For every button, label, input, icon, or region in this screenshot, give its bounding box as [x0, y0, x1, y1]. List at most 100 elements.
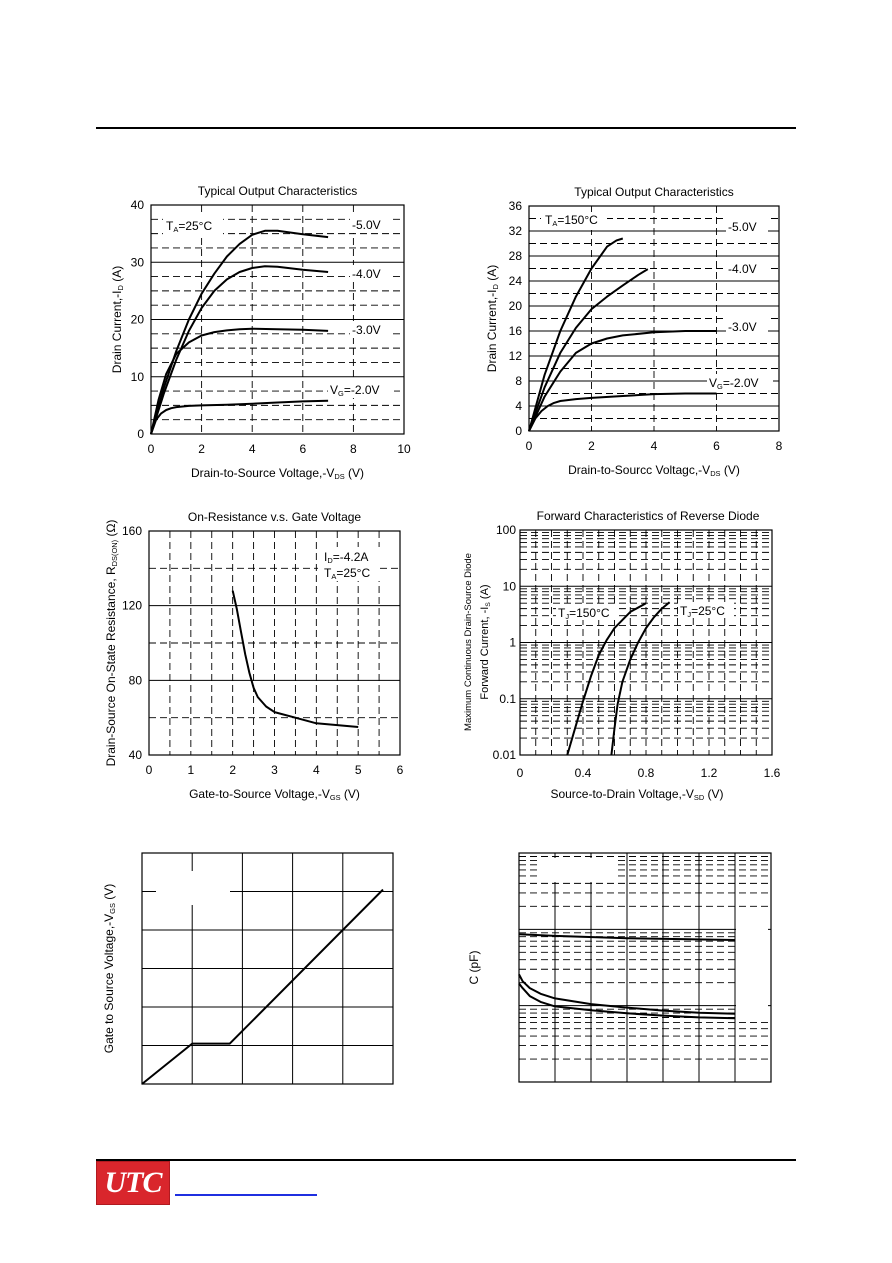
- logo-text: UTC: [104, 1166, 163, 1199]
- chart-c5: Gate to Source Voltage,-VGS (V): [102, 852, 394, 1085]
- y-tick-label: 12: [509, 349, 523, 363]
- chart-title: On-Resistance v.s. Gate Voltage: [188, 510, 362, 524]
- series-line: [231, 590, 359, 728]
- plot-frame: [150, 204, 405, 435]
- y-tick-label: 16: [509, 324, 523, 338]
- x-tick-label: 8: [776, 439, 783, 453]
- label-background: [726, 260, 768, 277]
- series-line: [150, 327, 329, 435]
- label-background: [350, 265, 392, 282]
- x-tick-label: 0: [146, 763, 153, 777]
- y-tick-label: 40: [131, 198, 145, 212]
- x-tick-label: 1.6: [764, 766, 781, 780]
- series-line: [566, 602, 647, 756]
- chart-c6: C (pF): [467, 852, 772, 1083]
- y-tick-label: 0: [515, 424, 522, 438]
- series-line: [528, 330, 717, 432]
- y-tick-label: 1: [509, 636, 516, 650]
- x-tick-label: 1: [187, 763, 194, 777]
- x-tick-label: 4: [651, 439, 658, 453]
- series-line: [518, 973, 736, 1015]
- x-axis-label: Source-to-Drain Voltage,-VSD (V): [550, 787, 723, 802]
- series-label: -4.0V: [352, 267, 381, 281]
- chart-title: Typical Output Characteristics: [574, 185, 733, 199]
- label-background: [726, 218, 768, 235]
- y-tick-label: 28: [509, 249, 523, 263]
- label-background: [707, 374, 773, 391]
- chart-title: Forward Characteristics of Reverse Diode: [537, 509, 760, 523]
- y-tick-label: 8: [515, 374, 522, 388]
- y-axis-label: Forward Current, -IS (A): [479, 584, 492, 699]
- plot-frame: [141, 852, 394, 1085]
- chart-title: Typical Output Characteristics: [198, 184, 357, 198]
- label-background: [541, 212, 607, 230]
- y-tick-label: 20: [509, 299, 523, 313]
- plot-frame: [528, 205, 780, 432]
- series-line: [528, 392, 717, 432]
- series-line: [150, 229, 329, 435]
- y-axis-label-line1: Maximum Continuous Drain-Source Diode: [463, 553, 474, 731]
- chart-c3: 0 1 2 3 4 5 6 40 80 120 160 On-Resistance v.s. Gate…: [104, 510, 404, 802]
- y-axis-label: Drain Current,-ID (A): [485, 265, 500, 372]
- series-line: [610, 601, 671, 756]
- label-background: [350, 216, 392, 233]
- x-tick-label: 2: [229, 763, 236, 777]
- series-line: [518, 982, 736, 1020]
- chart-c1: 0 2 4 6 8 10 0 10 20 30 40 Typical Output Character…: [110, 184, 411, 481]
- y-tick-label: 10: [503, 579, 517, 593]
- y-tick-label: 24: [509, 274, 523, 288]
- footer-rule: [96, 1159, 796, 1161]
- x-tick-label: 0: [148, 442, 155, 456]
- y-tick-label: 10: [131, 370, 145, 384]
- y-tick-label: 80: [129, 673, 143, 687]
- x-tick-label: 10: [397, 442, 411, 456]
- chart-c4: 0 0.4 0.8 1.2 1.6 0.01 0.1 1 10 100 Forward Charac…: [463, 509, 781, 802]
- temperature-annotation: TA=25°C: [166, 219, 212, 234]
- x-tick-label: 6: [397, 763, 404, 777]
- x-tick-label: 6: [299, 442, 306, 456]
- label-background: [726, 318, 768, 335]
- series-label: TJ=25°C: [680, 604, 725, 619]
- x-axis-label: Drain-to-Sourcc Voltagc,-VDS (V): [568, 463, 740, 478]
- label-background: [318, 547, 380, 581]
- plot-frame: [148, 530, 401, 756]
- x-tick-label: 0: [517, 766, 524, 780]
- label-background: [736, 920, 768, 1018]
- footer-link-underline[interactable]: [175, 1194, 317, 1196]
- x-tick-label: 4: [249, 442, 256, 456]
- y-tick-label: 30: [131, 255, 145, 269]
- y-axis-label: C (pF): [467, 951, 481, 985]
- y-tick-label: 160: [122, 524, 142, 538]
- series-line: [150, 399, 329, 435]
- series-label: TJ=150°C: [558, 606, 610, 621]
- series-line: [150, 265, 329, 435]
- x-tick-label: 0: [526, 439, 533, 453]
- series-label: -5.0V: [352, 218, 381, 232]
- x-axis-label: Drain-to-Source Voltage,-VDS (V): [191, 466, 364, 481]
- series-line: [528, 268, 649, 432]
- x-axis-label: Gate-to-Source Voltage,-VGS (V): [189, 787, 360, 802]
- label-background: [350, 321, 392, 338]
- series-label: -5.0V: [728, 220, 757, 234]
- header-rule: [96, 127, 796, 129]
- series-label: -3.0V: [352, 323, 381, 337]
- series-line: [518, 933, 736, 941]
- plot-frame: [518, 852, 772, 1083]
- label-background: [163, 215, 223, 235]
- series-label: -3.0V: [728, 320, 757, 334]
- label-background: [156, 871, 230, 905]
- x-tick-label: 3: [271, 763, 278, 777]
- x-tick-label: 5: [355, 763, 362, 777]
- temperature-annotation: TA=25°C: [324, 566, 370, 581]
- y-tick-label: 0: [137, 427, 144, 441]
- x-tick-label: 0.4: [575, 766, 592, 780]
- plot-frame: [519, 529, 773, 756]
- y-tick-label: 120: [122, 599, 142, 613]
- label-background: [556, 604, 618, 620]
- x-tick-label: 1.2: [701, 766, 718, 780]
- label-background: [328, 381, 394, 398]
- series-label: VG=-2.0V: [709, 376, 759, 391]
- y-tick-label: 40: [129, 748, 143, 762]
- label-background: [678, 602, 734, 618]
